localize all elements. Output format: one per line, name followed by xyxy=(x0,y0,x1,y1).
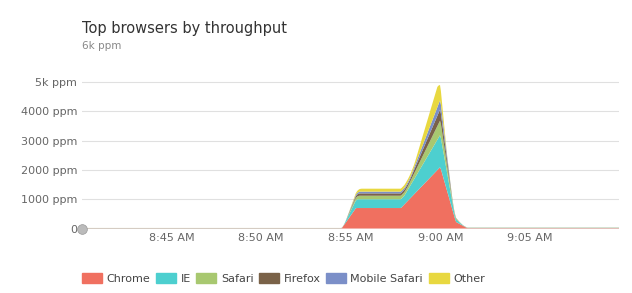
Legend: Chrome, IE, Safari, Firefox, Mobile Safari, Other: Chrome, IE, Safari, Firefox, Mobile Safa… xyxy=(82,273,485,284)
Text: 6k ppm: 6k ppm xyxy=(82,41,121,51)
Text: Top browsers by throughput: Top browsers by throughput xyxy=(82,21,287,36)
